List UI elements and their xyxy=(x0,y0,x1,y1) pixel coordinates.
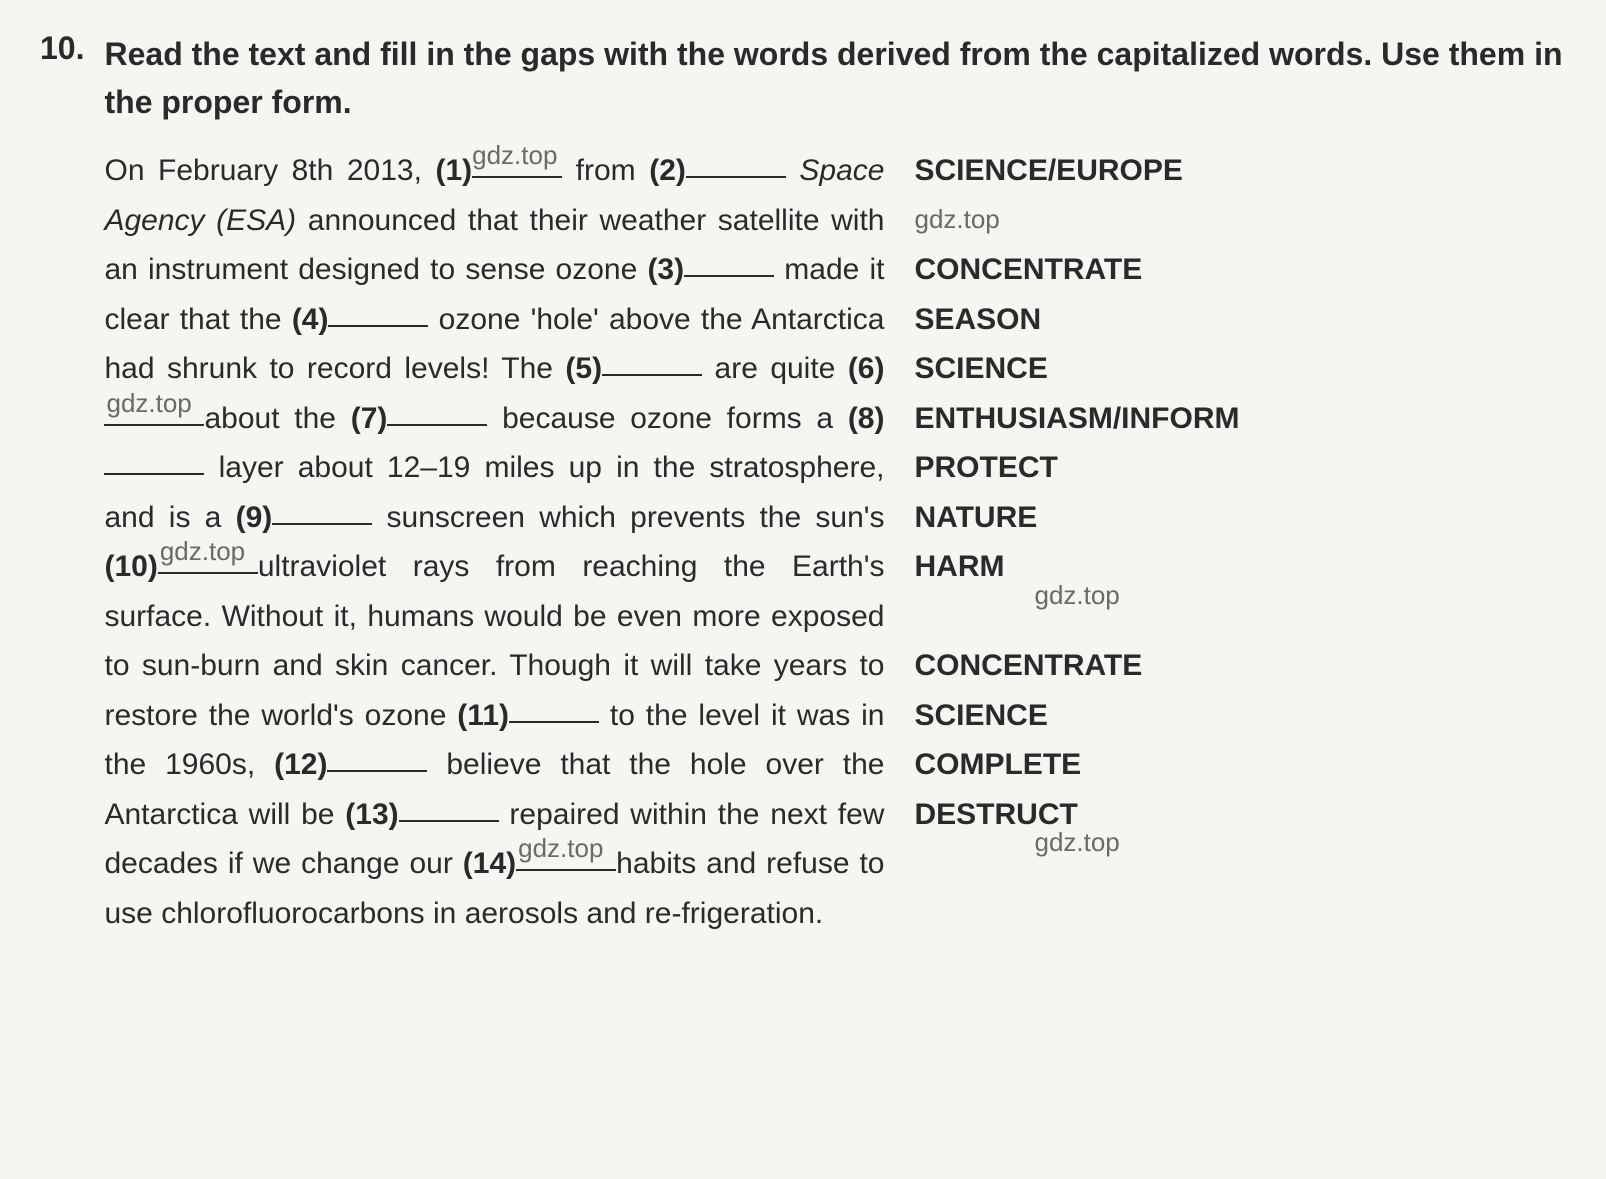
watermark-text: gdz.top xyxy=(1034,821,1119,864)
text-part: On February 8th 2013, xyxy=(104,154,435,187)
gap-number-8: (8) xyxy=(848,402,885,435)
blank-2[interactable] xyxy=(686,148,786,178)
gap-number-6: (6) xyxy=(848,352,885,385)
word-line: SCIENCE xyxy=(914,344,1566,394)
word-line: ENTHUSIASM/INFORM xyxy=(914,394,1566,444)
blank-1[interactable]: gdz.top xyxy=(472,148,562,178)
gap-number-2: (2) xyxy=(649,154,686,187)
blank-9[interactable] xyxy=(272,495,372,525)
exercise-content: Read the text and fill in the gaps with … xyxy=(104,30,1566,938)
word-line: HARM xyxy=(914,542,1566,592)
word-line: SEASON xyxy=(914,295,1566,345)
word-line: CONCENTRATE xyxy=(914,245,1566,295)
blank-11[interactable] xyxy=(509,693,599,723)
blank-4[interactable] xyxy=(328,297,428,327)
gap-number-5: (5) xyxy=(565,352,602,385)
capitalized-words-column: SCIENCE/EUROPE gdz.top CONCENTRATE SEASO… xyxy=(914,146,1566,889)
gap-number-10: (10) xyxy=(104,550,157,583)
text-part: from xyxy=(562,154,649,187)
watermark-text: gdz.top xyxy=(160,530,245,573)
watermark-text: gdz.top xyxy=(106,382,191,425)
gap-number-12: (12) xyxy=(274,748,327,781)
gap-number-3: (3) xyxy=(647,253,684,286)
word-blank-line: gdz.top xyxy=(914,196,1566,246)
gap-number-7: (7) xyxy=(351,402,388,435)
word-line: NATURE xyxy=(914,493,1566,543)
instructions-text: Read the text and fill in the gaps with … xyxy=(104,30,1566,126)
watermark-text: gdz.top xyxy=(518,827,603,870)
text-part: about the xyxy=(204,402,350,435)
text-part: sunscreen which prevents the sun's xyxy=(372,501,884,534)
gap-number-11: (11) xyxy=(457,699,509,732)
body-row: On February 8th 2013, (1)gdz.top from (2… xyxy=(104,146,1566,938)
blank-3[interactable] xyxy=(684,247,774,277)
blank-13[interactable] xyxy=(399,792,499,822)
blank-6[interactable]: gdz.top xyxy=(104,396,204,426)
gap-number-1: (1) xyxy=(435,154,472,187)
word-line: PROTECT xyxy=(914,443,1566,493)
word-blank-line: gdz.top xyxy=(914,839,1566,889)
watermark-text: gdz.top xyxy=(1034,574,1119,617)
word-line: DESTRUCT xyxy=(914,790,1566,840)
blank-7[interactable] xyxy=(387,396,487,426)
word-line: CONCENTRATE xyxy=(914,641,1566,691)
blank-14[interactable]: gdz.top xyxy=(516,841,616,871)
word-blank-line: gdz.top xyxy=(914,592,1566,642)
text-part: are quite xyxy=(702,352,848,385)
word-line: COMPLETE xyxy=(914,740,1566,790)
blank-5[interactable] xyxy=(602,346,702,376)
text-part: sense ozone xyxy=(465,253,647,286)
gap-number-9: (9) xyxy=(236,501,273,534)
word-line: SCIENCE/EUROPE xyxy=(914,146,1566,196)
watermark-text: gdz.top xyxy=(914,198,999,241)
gap-number-14: (14) xyxy=(463,847,516,880)
blank-12[interactable] xyxy=(327,742,427,772)
gap-number-4: (4) xyxy=(292,303,329,336)
blank-8[interactable] xyxy=(104,445,204,475)
word-line: SCIENCE xyxy=(914,691,1566,741)
passage-text: On February 8th 2013, (1)gdz.top from (2… xyxy=(104,146,884,938)
exercise-number: 10. xyxy=(40,30,84,67)
text-part: because ozone forms a xyxy=(487,402,847,435)
blank-10[interactable]: gdz.top xyxy=(158,544,258,574)
exercise-container: 10. Read the text and fill in the gaps w… xyxy=(40,30,1566,938)
watermark-text: gdz.top xyxy=(472,134,557,177)
gap-number-13: (13) xyxy=(345,798,398,831)
